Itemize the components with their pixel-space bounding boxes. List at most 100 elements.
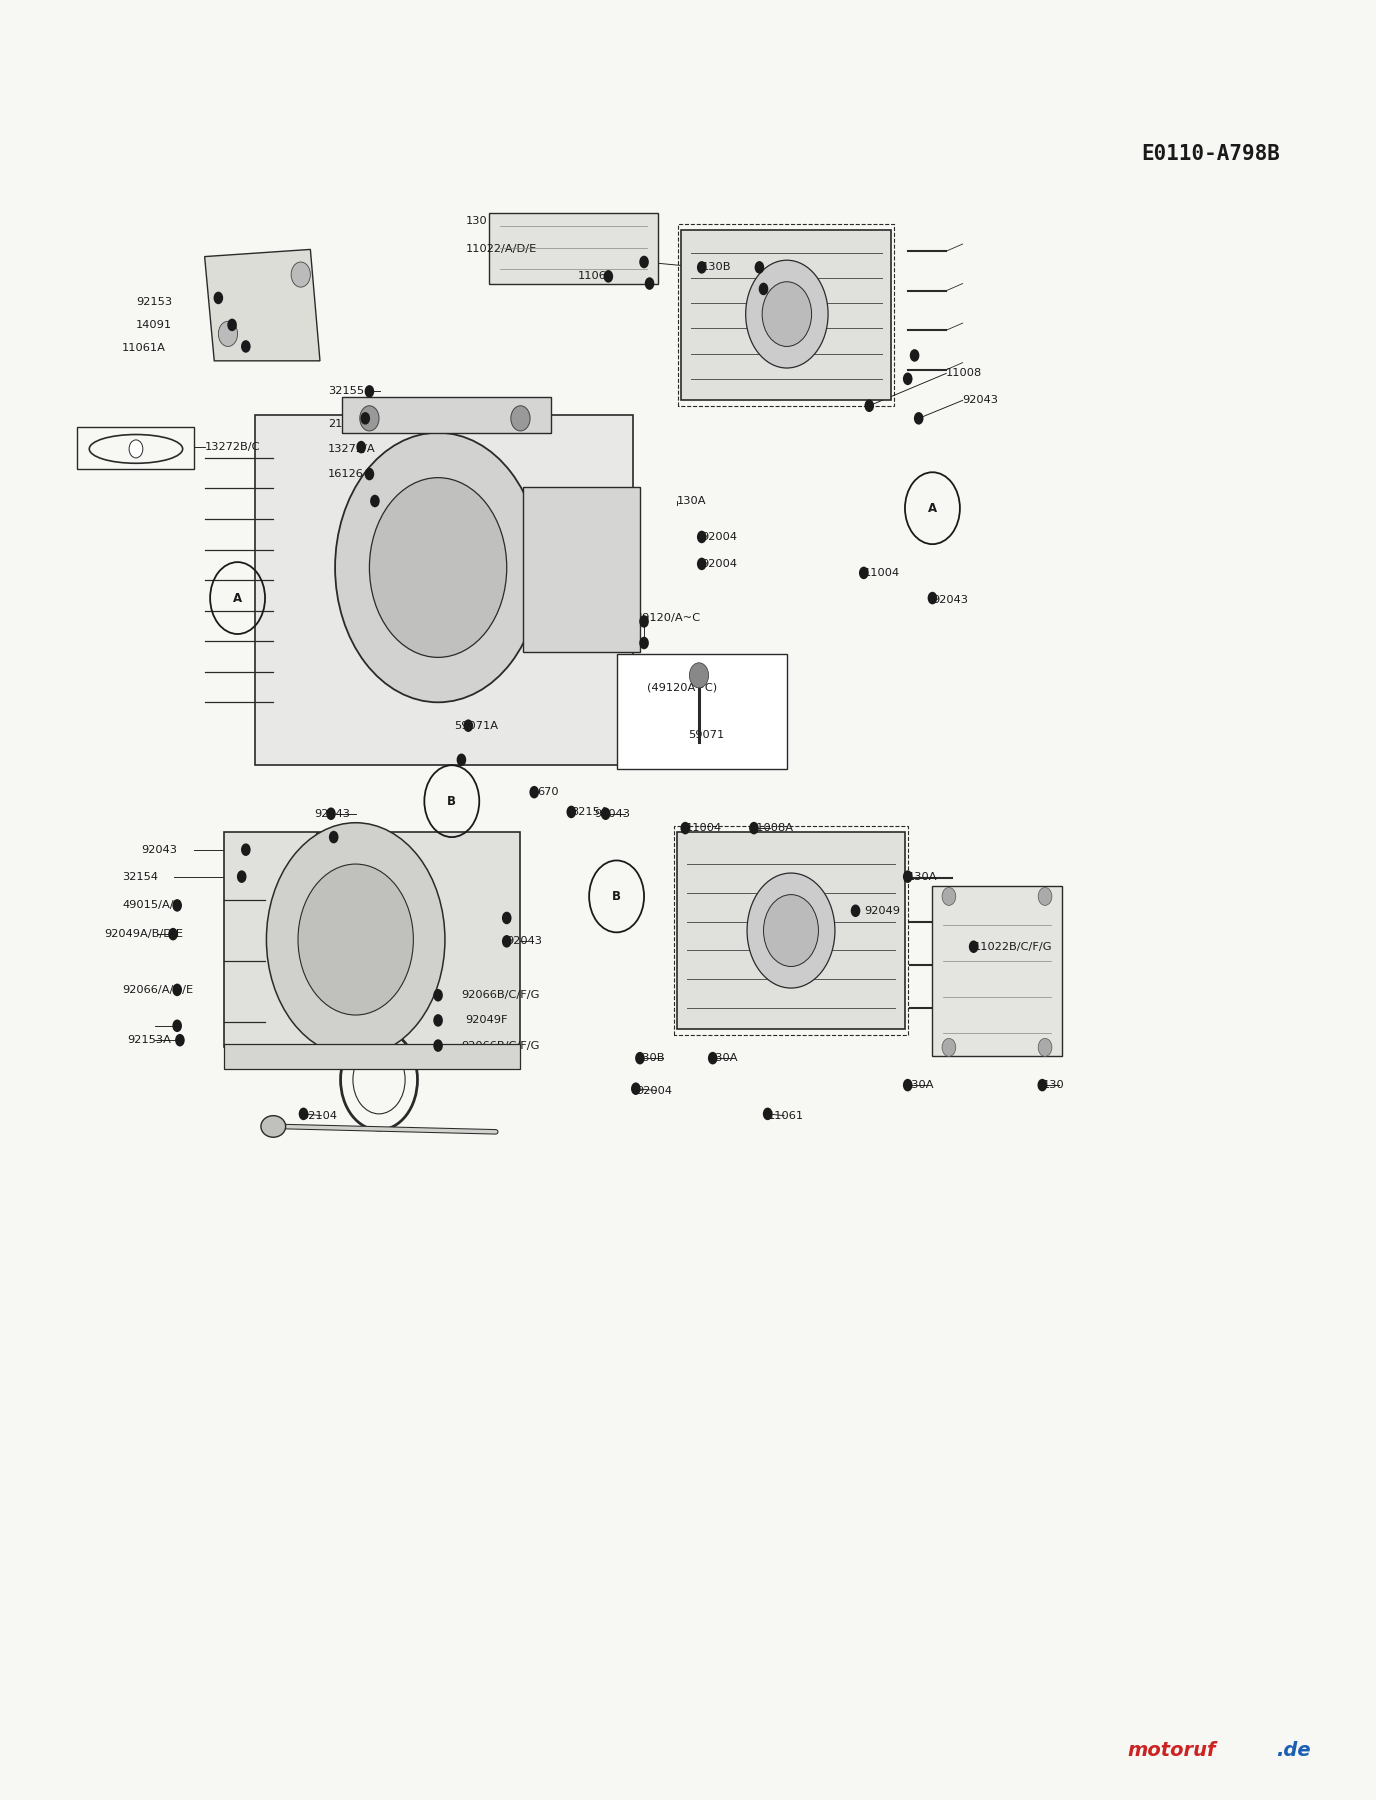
Circle shape — [175, 1033, 184, 1046]
Circle shape — [927, 592, 937, 605]
Circle shape — [914, 412, 923, 425]
Text: 11008A: 11008A — [750, 823, 794, 833]
Circle shape — [696, 558, 706, 571]
Text: 11022/A/D/E: 11022/A/D/E — [465, 245, 537, 254]
Circle shape — [640, 616, 649, 628]
Circle shape — [762, 283, 812, 346]
Circle shape — [365, 468, 374, 481]
Circle shape — [969, 940, 978, 952]
Text: (49120A~C): (49120A~C) — [647, 682, 717, 693]
Circle shape — [943, 1039, 956, 1057]
Circle shape — [636, 1051, 645, 1064]
Polygon shape — [523, 486, 640, 652]
Circle shape — [943, 887, 956, 905]
Text: 92043: 92043 — [933, 594, 969, 605]
Circle shape — [903, 871, 912, 884]
Text: 92043: 92043 — [142, 844, 178, 855]
Text: 130B: 130B — [702, 263, 731, 272]
Circle shape — [172, 983, 182, 995]
Text: 92049F: 92049F — [465, 1015, 508, 1026]
Polygon shape — [616, 653, 787, 769]
Circle shape — [910, 349, 919, 362]
Circle shape — [903, 1078, 912, 1091]
Circle shape — [370, 495, 380, 508]
Text: 92049: 92049 — [864, 905, 900, 916]
Circle shape — [746, 261, 828, 367]
Circle shape — [433, 1013, 443, 1026]
Text: 32155: 32155 — [329, 387, 365, 396]
Circle shape — [764, 895, 819, 967]
Circle shape — [567, 806, 577, 819]
Circle shape — [640, 637, 649, 650]
Circle shape — [267, 823, 444, 1057]
Text: 49015/A/B: 49015/A/B — [122, 900, 182, 911]
Text: 92043: 92043 — [963, 396, 999, 405]
Circle shape — [299, 864, 413, 1015]
Text: 130A: 130A — [709, 1053, 738, 1064]
Circle shape — [758, 283, 768, 295]
Circle shape — [689, 662, 709, 688]
Circle shape — [510, 405, 530, 430]
Polygon shape — [488, 214, 658, 284]
Text: A: A — [927, 502, 937, 515]
Text: 92049A/B/D/E: 92049A/B/D/E — [105, 929, 183, 940]
Text: 11004: 11004 — [685, 823, 721, 833]
Circle shape — [457, 754, 466, 767]
Circle shape — [237, 871, 246, 884]
Circle shape — [530, 787, 539, 799]
Circle shape — [604, 270, 614, 283]
Text: 130: 130 — [1042, 1080, 1064, 1091]
Circle shape — [632, 1082, 641, 1094]
Circle shape — [464, 720, 473, 733]
Text: 11061A: 11061A — [122, 344, 166, 353]
Text: 92004: 92004 — [702, 533, 738, 542]
Text: 92004: 92004 — [636, 1085, 671, 1096]
Text: 92004: 92004 — [702, 560, 738, 569]
Circle shape — [219, 320, 238, 346]
Text: 130A: 130A — [908, 871, 937, 882]
Text: 49120/A~C: 49120/A~C — [636, 612, 700, 623]
Text: 13272B/C: 13272B/C — [205, 443, 260, 452]
Circle shape — [172, 900, 182, 911]
Circle shape — [326, 808, 336, 821]
Polygon shape — [256, 414, 633, 765]
Text: E0110-A798B: E0110-A798B — [1141, 144, 1280, 164]
Text: 32154: 32154 — [122, 871, 158, 882]
Text: 92043: 92043 — [315, 832, 351, 842]
Circle shape — [502, 911, 512, 923]
Circle shape — [903, 373, 912, 385]
Polygon shape — [224, 1044, 520, 1069]
Text: 11004: 11004 — [864, 569, 900, 578]
Text: 130A: 130A — [754, 279, 783, 288]
Circle shape — [336, 432, 541, 702]
Text: 92043: 92043 — [506, 936, 542, 947]
Text: motoruf: motoruf — [1127, 1741, 1216, 1760]
Circle shape — [241, 340, 250, 353]
Polygon shape — [205, 250, 321, 360]
Circle shape — [227, 319, 237, 331]
Circle shape — [1038, 1078, 1047, 1091]
Text: 92153A: 92153A — [128, 1035, 172, 1046]
Circle shape — [361, 412, 370, 425]
Text: 11061: 11061 — [578, 272, 614, 281]
Text: 92049C: 92049C — [361, 497, 405, 506]
Text: 59071A: 59071A — [454, 720, 498, 731]
Circle shape — [707, 1051, 717, 1064]
Circle shape — [1038, 1039, 1051, 1057]
Text: 11022B/C/F/G: 11022B/C/F/G — [974, 941, 1053, 952]
Text: 92066/A/D/E: 92066/A/D/E — [122, 985, 194, 995]
Circle shape — [754, 261, 764, 274]
Circle shape — [129, 439, 143, 457]
Text: .de: .de — [1276, 1741, 1310, 1760]
Text: 92066B/C/F/G: 92066B/C/F/G — [461, 1040, 539, 1051]
Circle shape — [168, 927, 178, 940]
Text: 130B: 130B — [636, 1053, 666, 1064]
Polygon shape — [343, 396, 550, 432]
Circle shape — [696, 261, 706, 274]
Circle shape — [864, 400, 874, 412]
Circle shape — [329, 832, 338, 844]
Circle shape — [241, 844, 250, 857]
Circle shape — [292, 263, 311, 288]
Text: B: B — [612, 889, 621, 904]
Text: 32154: 32154 — [571, 806, 607, 817]
